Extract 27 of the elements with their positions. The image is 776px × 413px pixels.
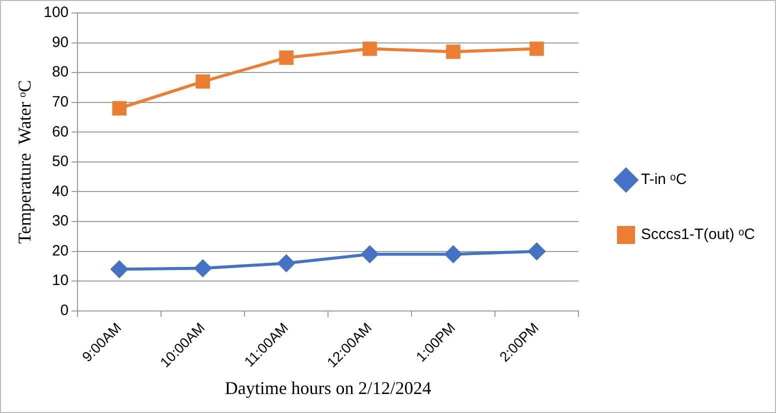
y-tick-label: 20 xyxy=(52,242,69,260)
y-tick-label: 50 xyxy=(52,153,69,170)
point xyxy=(446,44,460,59)
point xyxy=(196,74,210,89)
point xyxy=(444,246,462,263)
point xyxy=(362,42,377,56)
legend-label: Scccs1-T(out) ᵒC xyxy=(640,226,756,244)
point xyxy=(110,260,128,278)
y-tick-label: 70 xyxy=(52,94,69,111)
y-tick-label: 30 xyxy=(52,212,69,230)
y-tick-label: 10 xyxy=(52,272,69,290)
point xyxy=(279,50,294,65)
point xyxy=(112,101,127,116)
legend-label: T-in ᵒC xyxy=(640,171,687,188)
point xyxy=(530,42,544,56)
y-axis-title: Temperature Water ᵒC xyxy=(14,80,35,244)
point xyxy=(194,260,212,277)
y-tick-label: 80 xyxy=(52,64,69,81)
point xyxy=(528,242,546,260)
y-tick-label: 40 xyxy=(52,182,69,200)
y-tick-label: 90 xyxy=(52,34,69,51)
x-axis-title: Daytime hours on 2/12/2024 xyxy=(224,378,432,398)
y-tick-label: 100 xyxy=(44,4,69,22)
y-tick-label: 0 xyxy=(60,302,69,320)
y-tick-label: 60 xyxy=(52,123,69,140)
point xyxy=(278,254,295,272)
point xyxy=(361,246,378,263)
